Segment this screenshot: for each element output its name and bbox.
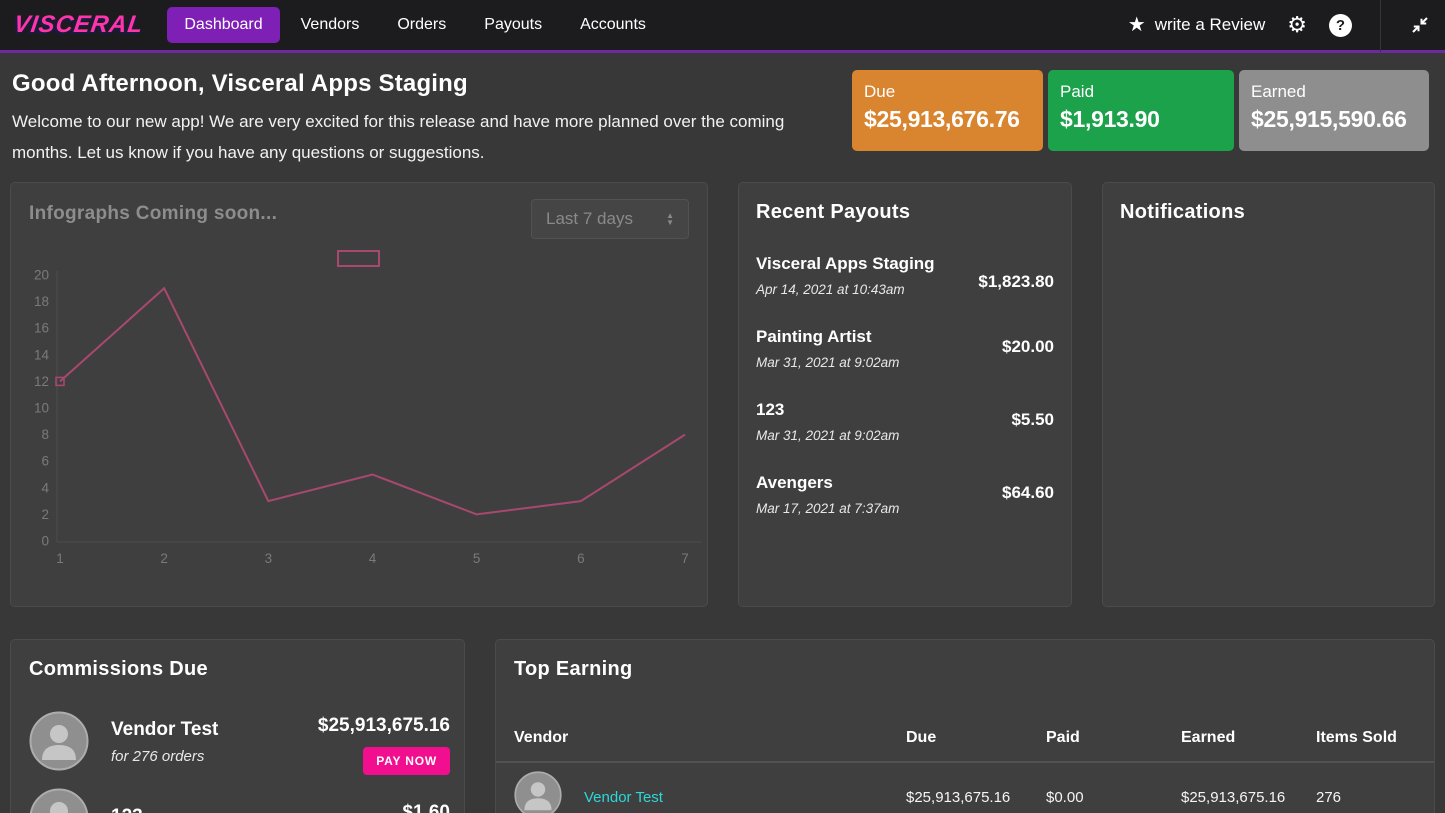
svg-text:0: 0 (41, 534, 49, 549)
svg-text:6: 6 (577, 551, 585, 566)
svg-text:6: 6 (41, 454, 49, 469)
top-earning-card: Top Earning Vendor Due Paid Earned Items… (495, 639, 1435, 813)
top-earning-header-row: Vendor Due Paid Earned Items Sold (496, 729, 1434, 763)
svg-text:3: 3 (265, 551, 273, 566)
nav-divider (1380, 0, 1381, 52)
avatar (514, 771, 562, 813)
avatar (29, 711, 89, 776)
payout-item: Visceral Apps Staging Apr 14, 2021 at 10… (756, 250, 1054, 297)
svg-text:1: 1 (56, 551, 64, 566)
svg-text:5: 5 (473, 551, 481, 566)
help-icon[interactable]: ? (1329, 13, 1352, 37)
nav-item-dashboard[interactable]: Dashboard (167, 7, 280, 43)
greeting-title: Good Afternoon, Visceral Apps Staging (12, 70, 468, 97)
svg-text:8: 8 (41, 427, 49, 442)
svg-text:14: 14 (34, 347, 50, 362)
payout-item: Painting Artist Mar 31, 2021 at 9:02am $… (756, 323, 1054, 370)
nav-item-vendors[interactable]: Vendors (300, 16, 360, 33)
nav-item-payouts[interactable]: Payouts (484, 16, 543, 33)
stat-earned-value: $25,915,590.66 (1251, 106, 1407, 132)
stat-paid-value: $1,913.90 (1060, 106, 1160, 132)
commissions-due-card: Commissions Due Vendor Test for 276 orde… (10, 639, 465, 813)
svg-text:18: 18 (34, 294, 49, 309)
commission-amount: $1.60 (402, 802, 450, 813)
pay-now-button[interactable]: PAY NOW (363, 747, 450, 775)
payout-date: Mar 17, 2021 at 7:37am (756, 501, 900, 516)
svg-text:16: 16 (34, 321, 49, 336)
date-range-select[interactable]: Last 7 days ▲ ▼ (531, 199, 689, 239)
svg-text:2: 2 (160, 551, 168, 566)
recent-payouts-title: Recent Payouts (756, 201, 911, 223)
commission-row: 123 $1.60 (29, 788, 450, 813)
payout-amount: $64.60 (1002, 482, 1054, 502)
stat-earned-label: Earned (1251, 82, 1306, 101)
greeting-subtitle: Welcome to our new app! We are very exci… (12, 112, 785, 162)
stat-card-earned: Earned $25,915,590.66 (1239, 70, 1429, 151)
commissions-due-title: Commissions Due (29, 658, 208, 680)
cell-items-sold: 276 (1316, 788, 1342, 806)
payout-name: Painting Artist (756, 327, 872, 346)
greeting-block: Good Afternoon, Visceral Apps Staging We… (12, 70, 822, 168)
table-row: Vendor Test $25,913,675.16 $0.00 $25,913… (496, 763, 1434, 813)
commission-row: Vendor Test for 276 orders $25,913,675.1… (29, 711, 450, 776)
infographs-title: Infographs Coming soon... (29, 203, 278, 224)
col-header-earned: Earned (1181, 729, 1236, 746)
stat-card-paid: Paid $1,913.90 (1048, 70, 1234, 151)
commission-orders-count: for 276 orders (111, 748, 205, 765)
cell-paid: $0.00 (1046, 788, 1084, 806)
cell-earned: $25,913,675.16 (1181, 788, 1286, 806)
col-header-vendor: Vendor (514, 729, 569, 746)
main-nav: Dashboard Vendors Orders Payouts Account… (165, 0, 665, 50)
commission-vendor-name: Vendor Test (111, 719, 219, 740)
payout-date: Apr 14, 2021 at 10:43am (756, 282, 905, 297)
payout-amount: $1,823.80 (978, 272, 1054, 291)
stat-due-value: $25,913,676.76 (864, 106, 1020, 132)
select-arrows-icon: ▲ ▼ (666, 211, 674, 227)
svg-text:10: 10 (34, 401, 49, 416)
svg-text:12: 12 (34, 374, 49, 389)
star-icon: ★ (1127, 14, 1146, 36)
recent-payouts-card: Recent Payouts Visceral Apps Staging Apr… (738, 182, 1072, 607)
top-nav-bar: VISCERAL Dashboard Vendors Orders Payout… (0, 0, 1445, 53)
commission-amount: $25,913,675.16 (317, 715, 450, 736)
payout-item: 123 Mar 31, 2021 at 9:02am $5.50 (756, 396, 1054, 443)
notifications-title: Notifications (1120, 201, 1246, 223)
payout-date: Mar 31, 2021 at 9:02am (756, 428, 900, 443)
col-header-due: Due (906, 729, 937, 746)
svg-text:2: 2 (41, 507, 49, 522)
col-header-paid: Paid (1046, 729, 1080, 746)
write-review-label: write a Review (1154, 15, 1266, 34)
commission-vendor-name: 123 (111, 806, 402, 813)
nav-item-orders[interactable]: Orders (397, 16, 447, 33)
col-header-items-sold: Items Sold (1316, 729, 1397, 746)
infographs-card: Infographs Coming soon... Last 7 days ▲ ▼… (10, 182, 708, 607)
top-earning-title: Top Earning (514, 658, 633, 680)
notifications-card: Notifications (1102, 182, 1435, 607)
gear-icon[interactable]: ⚙ (1287, 12, 1307, 37)
payout-amount: $5.50 (1011, 409, 1054, 429)
date-range-value: Last 7 days (546, 209, 633, 228)
vendor-link[interactable]: Vendor Test (584, 788, 663, 806)
payout-name: 123 (756, 400, 785, 419)
cell-due: $25,913,675.16 (906, 788, 1011, 806)
payout-item: Avengers Mar 17, 2021 at 7:37am $64.60 (756, 469, 1054, 516)
stat-cards: Due $25,913,676.76 Paid $1,913.90 Earned… (852, 70, 1429, 168)
write-review-button[interactable]: ★ write a Review (1128, 15, 1265, 35)
payout-date: Mar 31, 2021 at 9:02am (756, 355, 900, 370)
svg-text:4: 4 (41, 480, 49, 495)
payout-name: Avengers (756, 473, 833, 492)
svg-text:7: 7 (681, 551, 689, 566)
payout-name: Visceral Apps Staging (756, 254, 935, 273)
stat-paid-label: Paid (1060, 82, 1095, 101)
svg-text:4: 4 (369, 551, 377, 566)
payout-amount: $20.00 (1002, 336, 1054, 356)
nav-item-accounts[interactable]: Accounts (580, 16, 646, 33)
stat-card-due: Due $25,913,676.76 (852, 70, 1043, 151)
visceral-logo[interactable]: VISCERAL (12, 11, 146, 38)
avatar (29, 788, 89, 813)
stat-due-label: Due (864, 82, 896, 101)
svg-text:20: 20 (34, 268, 49, 283)
compress-icon[interactable] (1409, 14, 1431, 36)
